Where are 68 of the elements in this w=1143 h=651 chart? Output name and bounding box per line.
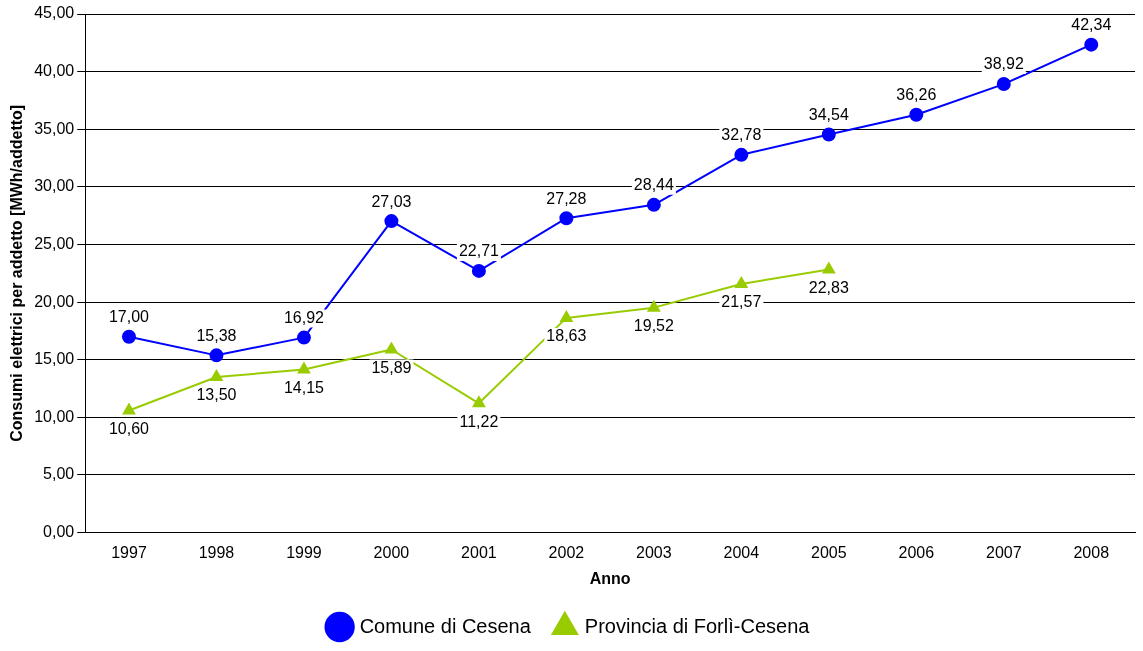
point [385, 342, 398, 354]
data-label: 22,83 [808, 278, 849, 296]
data-label: 27,28 [546, 189, 587, 207]
point [121, 329, 136, 344]
point [122, 403, 136, 415]
x-tick-label: 2003 [636, 543, 672, 561]
x-tick-label: 1997 [111, 543, 147, 561]
point [821, 127, 836, 142]
data-label: 15,38 [196, 326, 237, 344]
data-label: 15,89 [371, 358, 412, 376]
point [735, 277, 748, 289]
data-label: 13,50 [196, 386, 237, 404]
point [209, 348, 224, 363]
legend-label: Comune di Cesena [359, 614, 532, 637]
data-label: 11,22 [459, 412, 499, 430]
x-tick-label: 2004 [723, 543, 760, 561]
point [297, 362, 311, 374]
y-tick-label: 10,00 [34, 407, 75, 425]
data-label: 22,71 [458, 242, 500, 260]
point [646, 197, 661, 212]
point [210, 370, 223, 382]
x-tick-label: 1999 [286, 543, 322, 561]
data-label: 38,92 [983, 55, 1024, 73]
legend-label: Provincia di Forlì-Cesena [584, 614, 811, 637]
x-tick-label: 2005 [811, 543, 847, 561]
data-label: 19,52 [633, 317, 674, 335]
y-tick-label: 35,00 [34, 119, 75, 137]
data-label: 14,15 [283, 378, 325, 396]
point [471, 263, 486, 278]
y-tick-label: 15,00 [34, 350, 75, 368]
data-label: 21,57 [721, 293, 762, 311]
x-tick-label: 2001 [461, 543, 497, 561]
data-label: 27,03 [371, 192, 412, 210]
y-tick-label: 20,00 [34, 292, 75, 310]
y-tick-label: 45,00 [34, 4, 75, 22]
data-label: 32,78 [721, 126, 762, 144]
data-label: 36,26 [896, 86, 937, 104]
x-tick-label: 2007 [985, 543, 1022, 561]
y-tick-label: 30,00 [34, 177, 75, 195]
point [296, 330, 311, 345]
data-label: 16,92 [283, 309, 325, 327]
point [559, 211, 574, 226]
point [560, 310, 573, 322]
data-label: 10,60 [108, 419, 150, 437]
y-tick-label: 0,00 [43, 523, 75, 541]
data-label: 28,44 [633, 176, 674, 194]
data-label: 18,63 [546, 327, 587, 345]
data-label: 42,34 [1071, 16, 1112, 34]
y-tick-label: 5,00 [43, 465, 75, 483]
point [822, 262, 836, 274]
x-tick-label: 2008 [1073, 543, 1110, 561]
data-label: 34,54 [808, 105, 849, 123]
point [1084, 37, 1099, 52]
x-tick-label: 2000 [373, 543, 410, 561]
point [734, 147, 749, 162]
y-tick-label: 40,00 [34, 62, 75, 80]
x-tick-label: 2002 [548, 543, 585, 561]
x-axis-title: Anno [589, 569, 631, 587]
point [909, 107, 924, 122]
point [384, 214, 399, 229]
point [647, 300, 661, 312]
y-axis-title: Consumi elettrici per addetto [MWh/addetto] [8, 104, 26, 442]
x-tick-label: 2006 [898, 543, 935, 561]
y-tick-label: 25,00 [34, 234, 75, 252]
x-tick-label: 1998 [198, 543, 235, 561]
point [996, 77, 1011, 92]
point [472, 396, 486, 408]
data-label: 17,00 [108, 308, 150, 326]
